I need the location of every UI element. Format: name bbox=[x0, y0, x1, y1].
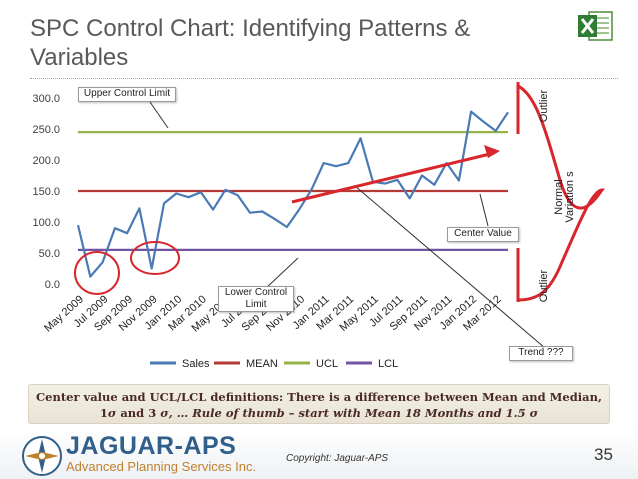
compass-logo-icon bbox=[22, 436, 62, 476]
ucl-callout-pointer bbox=[149, 101, 169, 129]
trend-arrow bbox=[291, 151, 495, 204]
company-logo-name: JAGUAR-APS bbox=[66, 432, 237, 460]
y-tick-label: 100.0 bbox=[32, 217, 60, 229]
definition-line-1: Center value and UCL/LCL definitions: Th… bbox=[36, 390, 602, 404]
upper-control-limit-callout: Upper Control Limit bbox=[78, 87, 176, 102]
y-tick-label: 0.0 bbox=[45, 279, 60, 291]
y-tick-label: 150.0 bbox=[32, 186, 60, 198]
footer-bar bbox=[0, 430, 638, 479]
legend-label: LCL bbox=[378, 358, 398, 370]
definition-1: 1 bbox=[99, 406, 108, 420]
legend-label: MEAN bbox=[246, 358, 278, 370]
excel-icon bbox=[578, 11, 613, 41]
title-divider bbox=[30, 78, 618, 79]
copyright-text: Copyright: Jaguar-APS bbox=[286, 453, 389, 464]
center-value-pointer bbox=[479, 193, 489, 227]
trend-arrow-head bbox=[484, 145, 500, 158]
sigma-symbol: σ bbox=[107, 406, 117, 420]
lcl-callout-pointer bbox=[264, 257, 299, 290]
normal-variation-label: Normal Variation s bbox=[553, 162, 576, 232]
outlier-circle-center bbox=[130, 241, 180, 275]
center-value-callout: Center Value bbox=[447, 227, 519, 242]
lower-control-limit-callout: Lower Control Limit bbox=[218, 286, 294, 312]
y-tick-label: 300.0 bbox=[32, 93, 60, 105]
definition-rule: , … Rule of thumb – start with Mean 18 M… bbox=[168, 406, 530, 420]
legend-label: UCL bbox=[316, 358, 338, 370]
sigma-symbol-2: σ bbox=[160, 406, 169, 420]
y-tick-label: 200.0 bbox=[32, 155, 60, 167]
y-tick-label: 50.0 bbox=[39, 248, 60, 260]
normal-distribution-curve bbox=[517, 84, 605, 302]
definition-note: Center value and UCL/LCL definitions: Th… bbox=[28, 384, 610, 424]
outlier-bottom-label: Outlier bbox=[538, 269, 550, 303]
legend-label: Sales bbox=[182, 358, 210, 370]
sales-line bbox=[76, 110, 509, 278]
definition-and-3: and 3 bbox=[116, 406, 161, 420]
outlier-circle-left bbox=[74, 251, 120, 295]
definition-line-2: 1σ and 3 σ, … Rule of thumb – start with… bbox=[29, 405, 609, 421]
trend-pointer-line bbox=[354, 185, 546, 349]
outlier-top-label: Outlier bbox=[538, 89, 550, 123]
y-tick-label: 250.0 bbox=[32, 124, 60, 136]
sigma-symbol-3: σ bbox=[529, 406, 539, 420]
company-tagline: Advanced Planning Services Inc. bbox=[66, 459, 257, 474]
page-number: 35 bbox=[594, 445, 613, 464]
trend-callout: Trend ??? bbox=[509, 346, 573, 361]
normal-variation-text: Normal Variation s bbox=[553, 171, 576, 223]
page-title: SPC Control Chart: Identifying Patterns … bbox=[30, 15, 471, 71]
